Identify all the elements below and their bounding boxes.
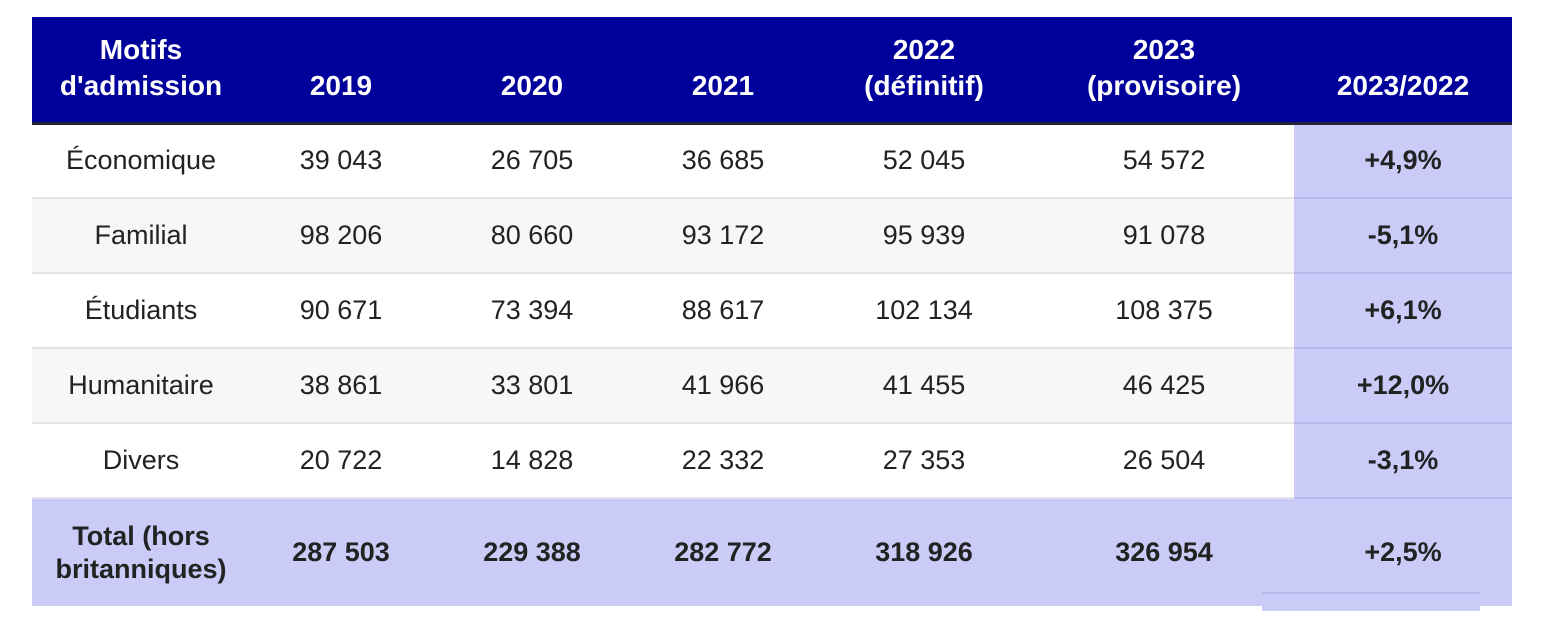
row-label: Divers (32, 423, 250, 499)
header-motifs: Motifs d'admission (32, 17, 250, 125)
header-2020: 2020 (432, 17, 632, 125)
cell-2022: 95 939 (814, 198, 1034, 274)
cell-2021: 41 966 (632, 348, 814, 424)
admissions-table: Motifs d'admission 2019 2020 2021 2022 (dé… (32, 17, 1512, 606)
total-2021: 282 772 (632, 497, 814, 606)
cell-2023: 108 375 (1034, 273, 1294, 349)
total-2023: 326 954 (1034, 497, 1294, 606)
cell-2022: 27 353 (814, 423, 1034, 499)
cell-2020: 14 828 (432, 423, 632, 499)
row-label: Étudiants (32, 273, 250, 349)
cell-2019: 20 722 (250, 423, 432, 499)
row-label: Humanitaire (32, 348, 250, 424)
total-label: Total (hors britanniques) (32, 497, 250, 606)
cell-variation: +6,1% (1294, 273, 1512, 349)
header-2022: 2022 (définitif) (814, 17, 1034, 125)
table-row: Humanitaire 38 861 33 801 41 966 41 455 … (32, 348, 1512, 424)
total-2019: 287 503 (250, 497, 432, 606)
cell-variation: -5,1% (1294, 198, 1512, 274)
total-row: Total (hors britanniques) 287 503 229 388… (32, 497, 1512, 606)
table-row: Familial 98 206 80 660 93 172 95 939 91 … (32, 198, 1512, 274)
header-variation: 2023/2022 (1294, 17, 1512, 125)
cell-2020: 80 660 (432, 198, 632, 274)
cell-2021: 88 617 (632, 273, 814, 349)
cell-2019: 98 206 (250, 198, 432, 274)
cell-variation: +12,0% (1294, 348, 1512, 424)
cell-2023: 54 572 (1034, 123, 1294, 199)
row-label: Familial (32, 198, 250, 274)
cell-2021: 36 685 (632, 123, 814, 199)
cell-2019: 38 861 (250, 348, 432, 424)
cell-2021: 22 332 (632, 423, 814, 499)
total-2022: 318 926 (814, 497, 1034, 606)
cell-2022: 41 455 (814, 348, 1034, 424)
cell-variation: +4,9% (1294, 123, 1512, 199)
cell-2020: 26 705 (432, 123, 632, 199)
table-row: Divers 20 722 14 828 22 332 27 353 26 50… (32, 423, 1512, 499)
cell-2022: 102 134 (814, 273, 1034, 349)
header-2021: 2021 (632, 17, 814, 125)
table-header-row: Motifs d'admission 2019 2020 2021 2022 (dé… (32, 17, 1512, 125)
cell-2023: 46 425 (1034, 348, 1294, 424)
cell-2022: 52 045 (814, 123, 1034, 199)
total-2020: 229 388 (432, 497, 632, 606)
cell-2023: 91 078 (1034, 198, 1294, 274)
cell-2021: 93 172 (632, 198, 814, 274)
cell-2019: 90 671 (250, 273, 432, 349)
cell-2020: 33 801 (432, 348, 632, 424)
header-2023: 2023 (provisoire) (1034, 17, 1294, 125)
table-row: Économique 39 043 26 705 36 685 52 045 5… (32, 123, 1512, 199)
cell-2020: 73 394 (432, 273, 632, 349)
row-label: Économique (32, 123, 250, 199)
admissions-table-container: Motifs d'admission 2019 2020 2021 2022 (dé… (32, 17, 1512, 606)
cell-variation: -3,1% (1294, 423, 1512, 499)
variation-column-tail (1262, 592, 1480, 611)
table-row: Étudiants 90 671 73 394 88 617 102 134 1… (32, 273, 1512, 349)
cell-2023: 26 504 (1034, 423, 1294, 499)
total-variation: +2,5% (1294, 497, 1512, 606)
header-2019: 2019 (250, 17, 432, 125)
cell-2019: 39 043 (250, 123, 432, 199)
